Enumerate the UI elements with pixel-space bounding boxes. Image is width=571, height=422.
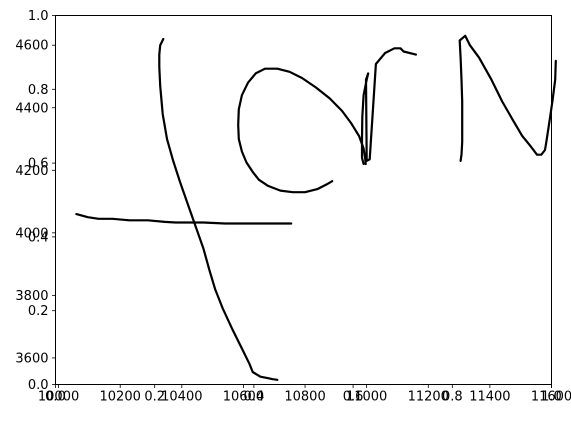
x-tick-label-1-0: 10000 — [38, 390, 79, 405]
x-tick-label-0-1: 0.2 — [144, 390, 165, 405]
x-tick-label-1-4: 10800 — [284, 390, 325, 405]
x-tick-label-1-2: 10400 — [161, 390, 202, 405]
stroke-line-4 — [458, 34, 557, 162]
y-tick-label-1-3: 4200 — [15, 164, 48, 179]
y-tick-label-1-0: 3600 — [15, 351, 48, 366]
x-tick-label-1-8: 11600 — [531, 390, 571, 405]
x-tick-label-1-7: 11400 — [469, 390, 510, 405]
x-tick-label-1-3: 10600 — [223, 390, 264, 405]
x-tick-label-0-4: 0.8 — [442, 390, 463, 405]
tick-layer: 0.0 0.2 0.4 0.6 0.8 1.0 0.0 0.2 0.4 0.6 0.8 1.0 1000… — [15, 9, 571, 405]
stroke-line-3 — [360, 47, 417, 166]
y-tick-label-0-3: 0.6 — [28, 157, 49, 172]
x-tick-label-1-5: 11000 — [346, 390, 387, 405]
x-tick-label-1-1: 10200 — [100, 390, 141, 405]
y-tick-label-0-4: 0.8 — [28, 83, 49, 98]
y-tick-label-0-1: 0.2 — [28, 304, 49, 319]
y-tick-label-1-5: 4600 — [15, 39, 48, 54]
y-tick-label-1-4: 4400 — [15, 101, 48, 116]
x-tick-label-0-5: 1.0 — [541, 390, 562, 405]
y-tick-label-1-2: 4000 — [15, 226, 48, 241]
y-tick-label-0-2: 0.4 — [28, 230, 49, 245]
x-tick-label-0-0: 0.0 — [45, 390, 66, 405]
stroke-line-2 — [237, 67, 367, 194]
y-tick-label-0-5: 1.0 — [28, 9, 49, 24]
y-tick-label-0-0: 0.0 — [28, 378, 49, 393]
stroke-line-0 — [75, 213, 293, 225]
x-tick-label-0-3: 0.6 — [343, 390, 364, 405]
y-tick-label-1-1: 3800 — [15, 289, 48, 304]
axes-frame — [55, 15, 552, 385]
x-tick-label-0-2: 0.4 — [244, 390, 265, 405]
stroke-layer — [75, 34, 557, 381]
stroke-line-1 — [158, 37, 279, 381]
x-tick-label-1-6: 11200 — [408, 390, 449, 405]
